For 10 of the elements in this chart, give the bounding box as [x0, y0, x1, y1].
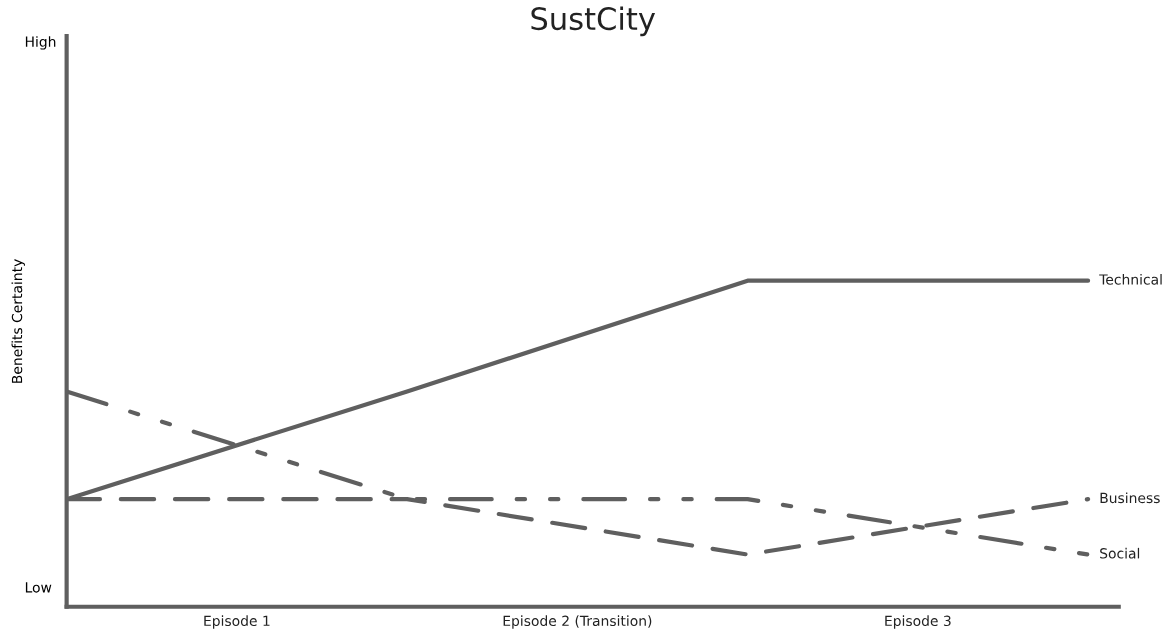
text: Low: [25, 582, 52, 593]
series-label: Business: [1100, 492, 1160, 504]
series-label: Social: [1100, 547, 1140, 559]
text: Episode 3: [885, 615, 951, 629]
text: Episode 1: [204, 615, 270, 629]
text: High: [25, 36, 56, 50]
chart-title: SustCity: [531, 6, 656, 37]
series-label: Technical: [1099, 273, 1162, 285]
y-axis-title: Benefits Certainty: [11, 259, 25, 383]
text: Episode 2 (Transition): [503, 615, 652, 629]
